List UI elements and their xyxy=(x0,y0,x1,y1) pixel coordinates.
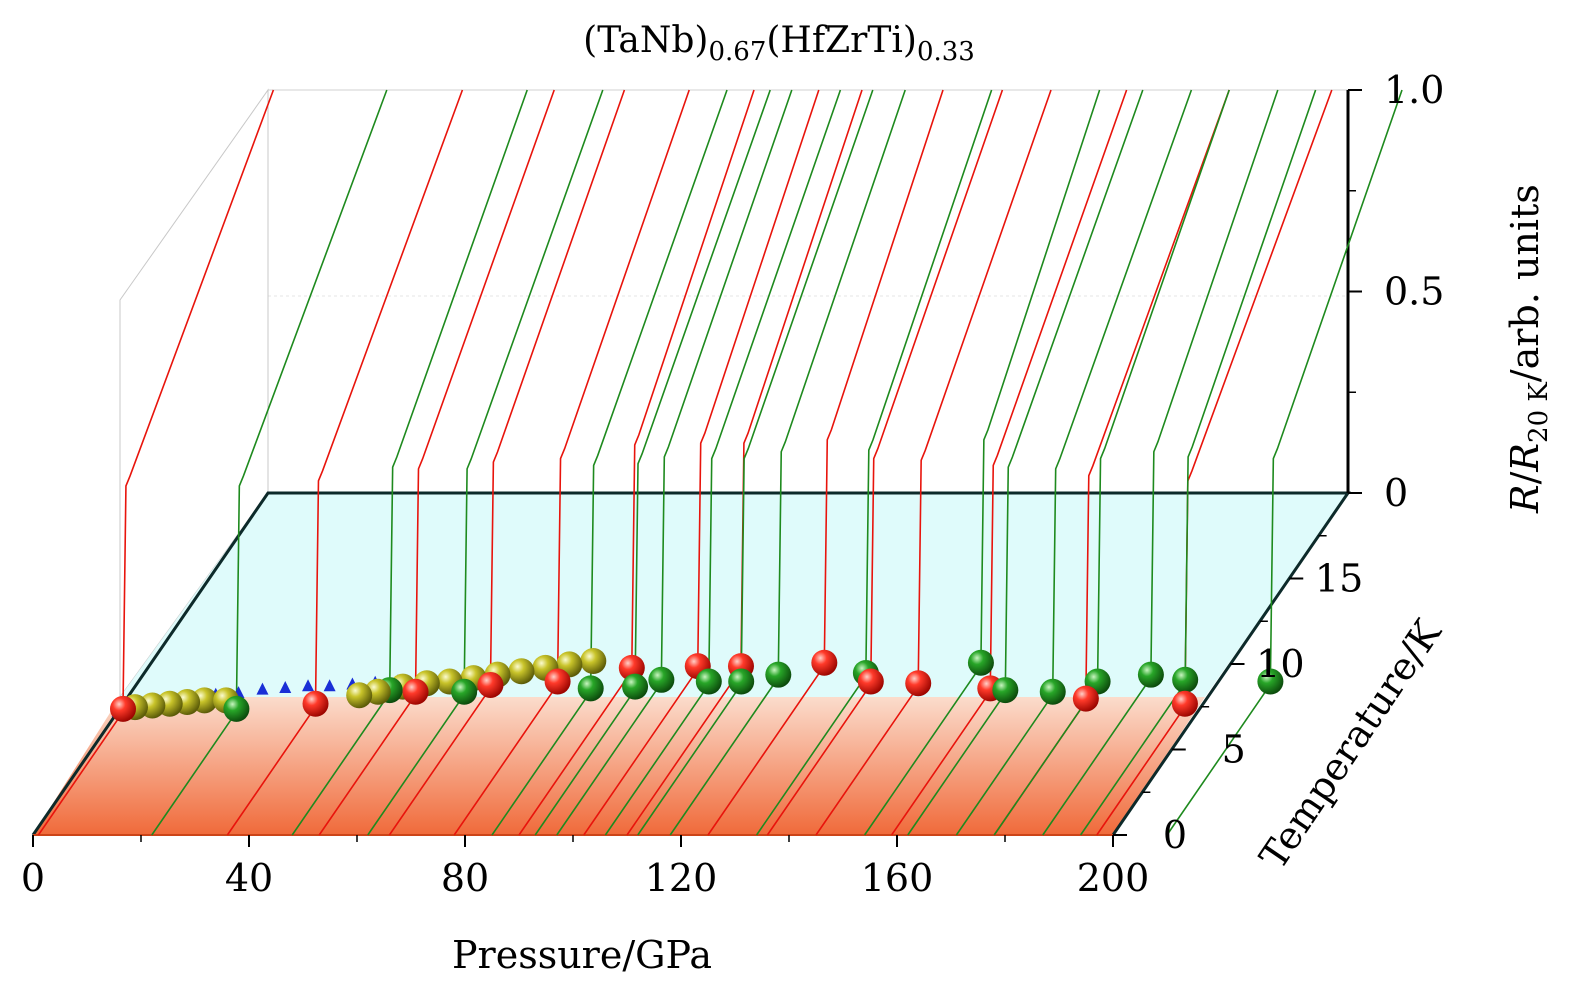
resistance-curve xyxy=(226,89,464,836)
chart-title: (TaNb)0.67(HfZrTi)0.33 xyxy=(583,20,975,67)
resistance-curve xyxy=(583,89,820,836)
resistance-curve xyxy=(151,89,388,836)
resistance-curve xyxy=(993,89,1230,836)
resistance-curve xyxy=(669,89,906,836)
resistance-curve xyxy=(37,89,275,836)
resistance-curves xyxy=(37,89,1403,836)
z-tick-label: 0.5 xyxy=(1384,270,1444,314)
x-tick-label: 200 xyxy=(1077,856,1150,900)
marker-sphere-red xyxy=(857,668,884,695)
marker-sphere-green xyxy=(622,673,649,700)
marker-sphere-green xyxy=(451,678,478,705)
resistance-curve xyxy=(534,89,771,836)
floor-back-plane xyxy=(120,493,1348,697)
x-tick-label: 120 xyxy=(645,856,718,900)
marker-sphere-green xyxy=(765,661,792,688)
resistance-curve xyxy=(755,89,993,836)
resistance-curve xyxy=(890,89,1128,836)
marker-sphere-green xyxy=(992,677,1019,704)
resistance-curve xyxy=(766,89,1004,836)
marker-sphere-green xyxy=(1257,668,1284,695)
marker-sphere-red xyxy=(402,678,429,705)
y-tick-label: 10 xyxy=(1256,642,1304,686)
resistance-curve xyxy=(388,89,626,836)
marker-sphere-red xyxy=(811,649,838,676)
z-tick-label: 0 xyxy=(1384,471,1408,515)
tc-markers xyxy=(110,648,1284,722)
marker-triangle xyxy=(302,679,315,692)
marker-sphere-red xyxy=(477,671,504,698)
x-axis-label: Pressure/GPa xyxy=(452,933,712,977)
resistance-curve xyxy=(518,89,755,836)
floor-front-plane xyxy=(33,697,1205,835)
resistance-curve xyxy=(491,89,728,836)
y-tick-label: 15 xyxy=(1315,557,1363,601)
x-tick-label: 160 xyxy=(861,856,934,900)
resistance-curve xyxy=(955,89,1193,836)
marker-sphere-olive xyxy=(580,648,607,674)
marker-sphere-green xyxy=(577,675,604,702)
x-axis-ticks: 0 40 80 120 160 200 xyxy=(21,835,1149,900)
resistance-curve xyxy=(1042,89,1279,836)
back-wall xyxy=(267,89,1349,494)
marker-sphere-green xyxy=(1137,661,1164,688)
marker-sphere-red xyxy=(544,668,571,695)
marker-sphere-olive xyxy=(508,658,535,685)
marker-sphere-red xyxy=(1171,690,1198,717)
resistance-curve xyxy=(815,89,1052,836)
resistance-curve xyxy=(453,89,690,836)
z-axis-ticks: 0 0.5 1.0 xyxy=(1348,68,1444,515)
x-tick-label: 80 xyxy=(441,856,489,900)
marker-sphere-olive xyxy=(346,682,373,709)
resistance-curve xyxy=(556,89,793,836)
resistance-curve xyxy=(863,89,1101,836)
marker-sphere-green xyxy=(648,666,675,693)
marker-triangle xyxy=(256,682,269,695)
marker-sphere-red xyxy=(110,695,136,722)
marker-sphere-green xyxy=(695,668,722,695)
resistance-curve xyxy=(907,89,1144,836)
x-tick-label: 40 xyxy=(225,856,273,900)
marker-sphere-green xyxy=(1172,666,1199,693)
marker-triangle xyxy=(279,680,292,693)
marker-sphere-green xyxy=(728,668,755,695)
z-axis-label: R/R20 K/arb. units xyxy=(1503,184,1554,514)
x-tick-label: 0 xyxy=(21,856,45,900)
resistance-curve xyxy=(637,89,874,836)
resistance-curve xyxy=(318,89,555,836)
resistance-curve xyxy=(1166,89,1403,836)
y-tick-label: 5 xyxy=(1222,728,1246,772)
resistance-curve xyxy=(367,89,604,836)
marker-sphere-green xyxy=(223,695,250,722)
marker-sphere-green xyxy=(1039,678,1066,705)
marker-sphere-red xyxy=(1072,685,1099,712)
marker-sphere-red xyxy=(905,670,932,697)
z-tick-label: 1.0 xyxy=(1384,68,1444,112)
resistance-curve xyxy=(1079,89,1317,836)
y-tick-label: 0 xyxy=(1163,813,1187,857)
resistance-curve xyxy=(707,89,944,836)
resistance-curve xyxy=(291,89,528,836)
resistance-curve xyxy=(604,89,842,836)
marker-sphere-red xyxy=(302,690,329,717)
marker-triangle xyxy=(323,679,336,692)
marker-sphere-green xyxy=(967,649,994,676)
